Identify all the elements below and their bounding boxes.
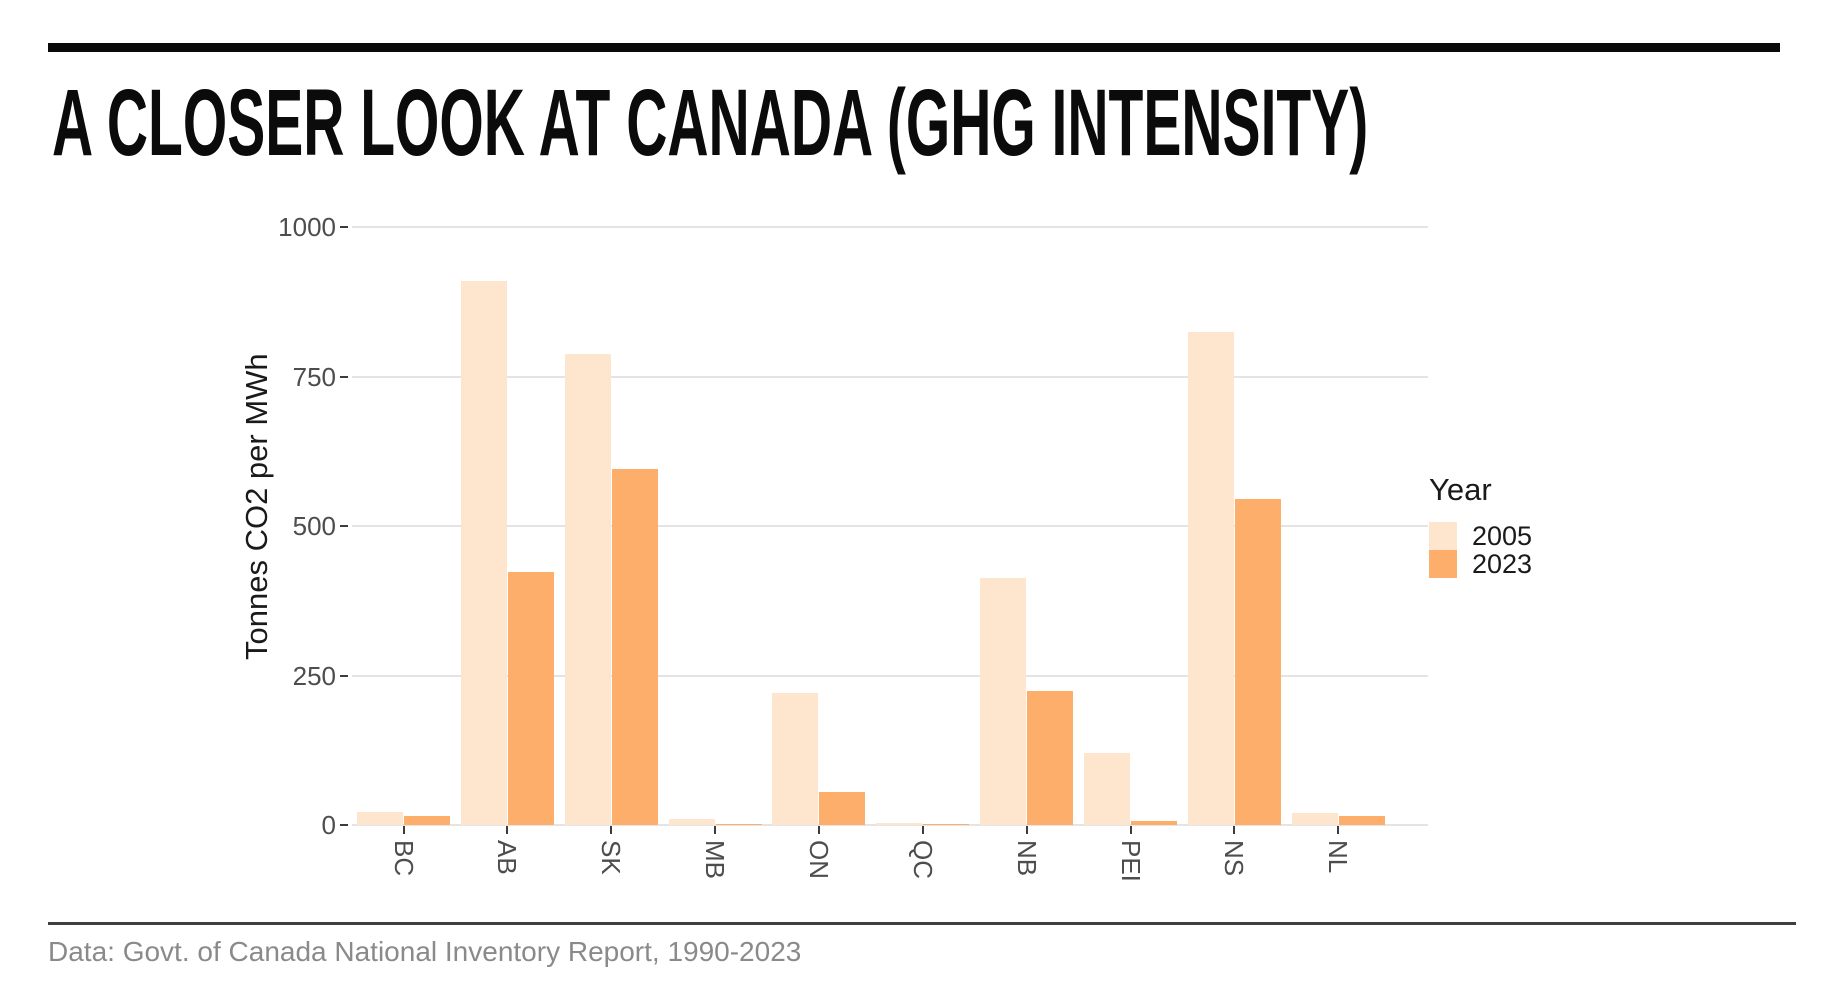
x-tick-mark	[1233, 825, 1236, 834]
y-tick-label-500: 500	[292, 511, 336, 541]
y-tick-label-250: 250	[292, 660, 336, 691]
gridline-1000	[352, 226, 1428, 228]
bar-MB-2023	[715, 823, 762, 825]
page-title: A CLOSER LOOK AT CANADA (GHG INTENSITY)	[52, 70, 1369, 176]
legend-label: 2023	[1472, 549, 1533, 579]
y-tick-mark	[340, 674, 348, 677]
bar-AB-2005	[460, 280, 507, 825]
legend-item-2023: 2023	[1429, 550, 1532, 578]
bar-NB-2023	[1027, 690, 1074, 825]
x-tick-mark	[610, 825, 613, 834]
y-tick-mark	[340, 226, 348, 228]
bar-PEI-2005	[1084, 752, 1130, 825]
legend: Year 2005 2023	[1429, 472, 1532, 578]
x-tick-label-AB: AB	[492, 840, 523, 875]
x-tick-mark	[1337, 825, 1340, 834]
y-tick-label-750: 750	[292, 361, 336, 392]
x-tick-label-NB: NB	[1011, 840, 1042, 877]
x-tick-mark	[817, 825, 820, 834]
x-tick-label-ON: ON	[803, 840, 834, 879]
x-tick-label-SK: SK	[596, 840, 627, 875]
legend-item-2005: 2005	[1429, 522, 1532, 550]
legend-label: 2005	[1472, 521, 1533, 551]
x-tick-label-BC: BC	[388, 840, 419, 877]
legend-title: Year	[1429, 472, 1492, 507]
bar-MB-2005	[668, 819, 715, 825]
legend-swatch-2023	[1429, 550, 1457, 578]
data-source-note: Data: Govt. of Canada National Inventory…	[48, 936, 802, 967]
x-tick-label-NS: NS	[1219, 840, 1250, 877]
gridline-0	[352, 824, 1428, 826]
y-tick-mark	[340, 824, 348, 826]
footer-rule	[48, 922, 1796, 925]
gridline-500	[352, 525, 1428, 527]
bar-SK-2005	[564, 354, 611, 825]
x-tick-mark	[921, 825, 924, 834]
bar-NL-2005	[1291, 813, 1338, 825]
x-tick-label-NL: NL	[1323, 840, 1354, 874]
x-tick-mark	[714, 825, 717, 834]
x-tick-mark	[1129, 825, 1132, 834]
x-tick-label-QC: QC	[907, 840, 938, 879]
x-tick-mark	[506, 825, 509, 834]
x-tick-mark	[402, 825, 405, 834]
bar-NL-2023	[1338, 816, 1385, 825]
bar-NB-2005	[980, 578, 1027, 825]
bar-SK-2023	[611, 468, 658, 825]
bar-PEI-2023	[1131, 820, 1177, 825]
x-tick-label-PEI: PEI	[1115, 840, 1146, 882]
bar-BC-2023	[404, 816, 450, 825]
plot-panel: 0 250 500 750 1000 BC AB SK MB ON QC NB PEI NS NL	[278, 188, 1428, 882]
bar-QC-2005	[876, 823, 923, 825]
top-rule	[48, 43, 1780, 52]
bar-NS-2005	[1187, 331, 1234, 825]
y-tick-label-0: 0	[321, 810, 336, 840]
bar-ON-2023	[819, 792, 866, 825]
gridline-250	[352, 674, 1428, 677]
bar-ON-2005	[772, 692, 819, 825]
y-tick-label-1000: 1000	[278, 212, 336, 242]
bar-AB-2023	[507, 572, 554, 825]
y-tick-mark	[340, 375, 348, 378]
y-tick-mark	[340, 525, 348, 527]
legend-swatch-2005	[1429, 522, 1457, 550]
y-axis-title: Tonnes CO2 per MWh	[239, 353, 274, 660]
bar-QC-2023	[923, 823, 970, 825]
bar-NS-2023	[1234, 499, 1281, 825]
bar-BC-2005	[357, 811, 403, 825]
x-tick-mark	[1025, 825, 1028, 834]
x-tick-label-MB: MB	[700, 840, 731, 879]
gridline-750	[352, 375, 1428, 378]
